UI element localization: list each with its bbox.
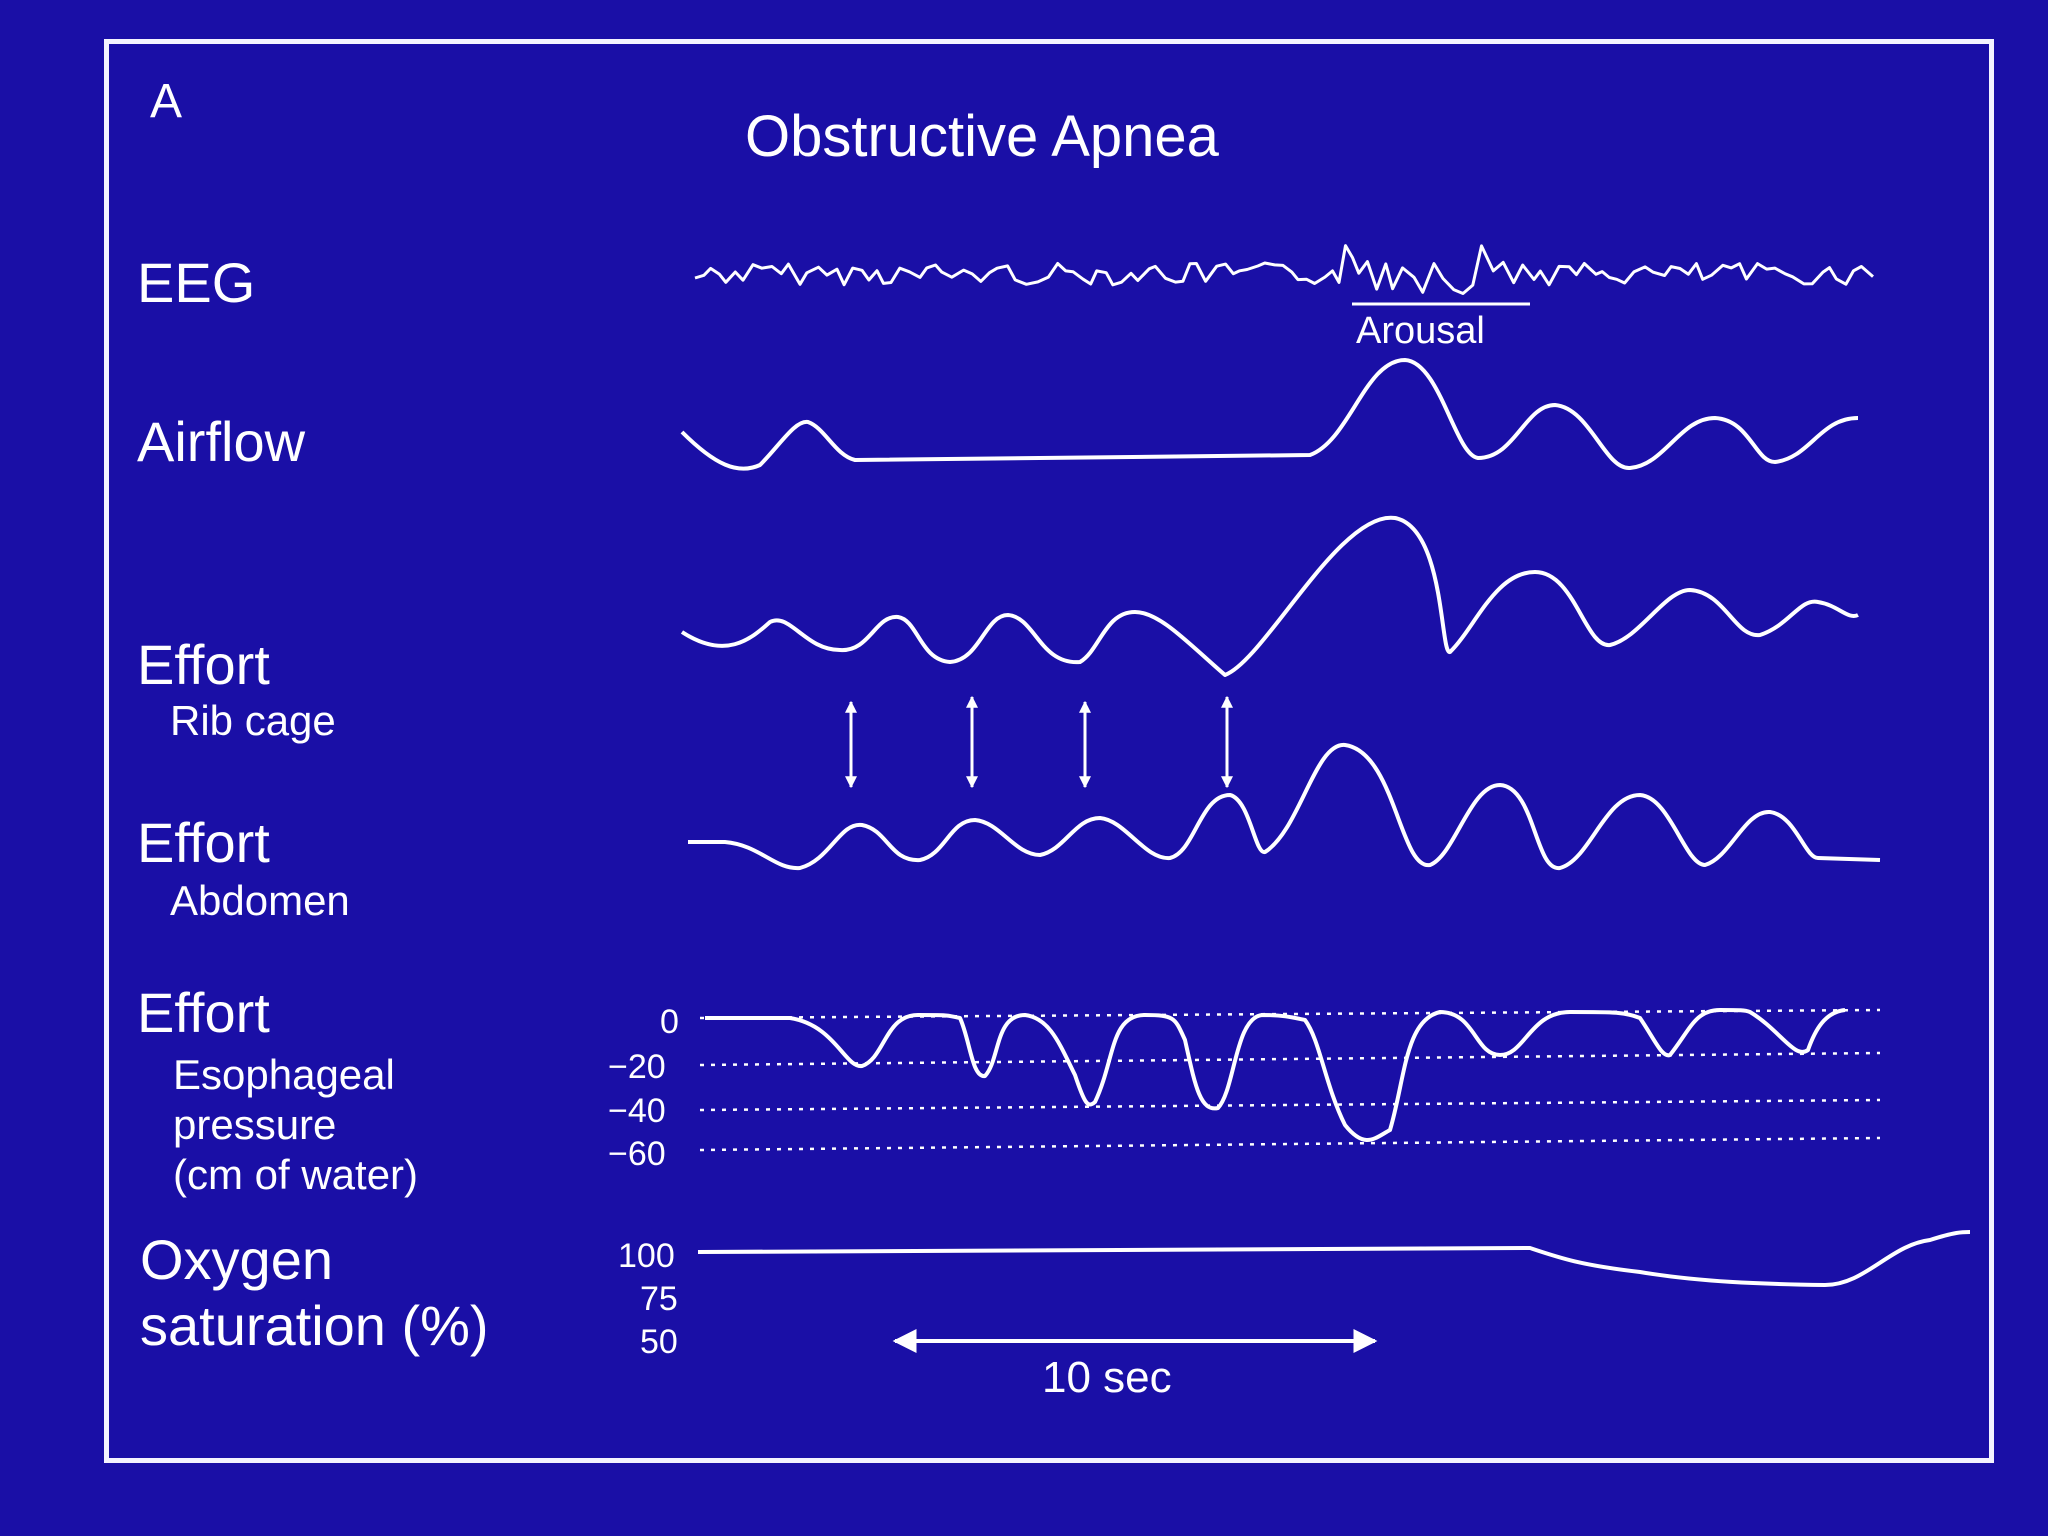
esophageal-sublabel-line1: Esophageal bbox=[173, 1051, 395, 1098]
esophageal-pressure-trace bbox=[705, 1008, 1846, 1142]
esophageal-tick-0: 0 bbox=[660, 1003, 679, 1041]
esophageal-effort-label: Effort bbox=[137, 981, 270, 1044]
arousal-label: Arousal bbox=[1356, 310, 1485, 352]
scale-bar-label: 10 sec bbox=[1042, 1353, 1172, 1402]
esophageal-tick-minus20: −20 bbox=[608, 1048, 666, 1086]
oxygen-saturation-trace bbox=[697, 1230, 1971, 1287]
abdomen-effort-trace bbox=[688, 743, 1881, 871]
esophageal-tick-minus40: −40 bbox=[608, 1092, 666, 1130]
oxygen-label-line2: saturation (%) bbox=[140, 1294, 489, 1357]
esophageal-sublabel-line3: (cm of water) bbox=[173, 1151, 419, 1198]
ref-line-minus60 bbox=[699, 1136, 1881, 1152]
ref-line-minus40 bbox=[699, 1098, 1881, 1112]
airflow-label: Airflow bbox=[137, 410, 306, 473]
abdomen-effort-label: Effort bbox=[137, 811, 270, 874]
oxygen-tick-50: 50 bbox=[640, 1323, 678, 1361]
esophageal-sublabel-line2: pressure bbox=[173, 1101, 337, 1148]
airflow-trace bbox=[680, 358, 1859, 471]
ribcage-effort-trace bbox=[680, 515, 1859, 677]
oxygen-tick-100: 100 bbox=[618, 1237, 675, 1275]
abdomen-sublabel: Abdomen bbox=[170, 877, 350, 924]
ribcage-sublabel: Rib cage bbox=[170, 697, 336, 744]
ribcage-effort-label: Effort bbox=[137, 633, 270, 696]
oxygen-tick-75: 75 bbox=[640, 1280, 678, 1318]
figure-title: Obstructive Apnea bbox=[745, 104, 1219, 169]
oxygen-label-line1: Oxygen bbox=[140, 1228, 333, 1291]
esophageal-tick-minus60: −60 bbox=[608, 1135, 666, 1173]
panel-letter: A bbox=[150, 75, 183, 128]
figure-frame bbox=[104, 39, 1994, 1463]
eeg-label: EEG bbox=[137, 251, 256, 314]
eeg-trace bbox=[694, 244, 1874, 295]
